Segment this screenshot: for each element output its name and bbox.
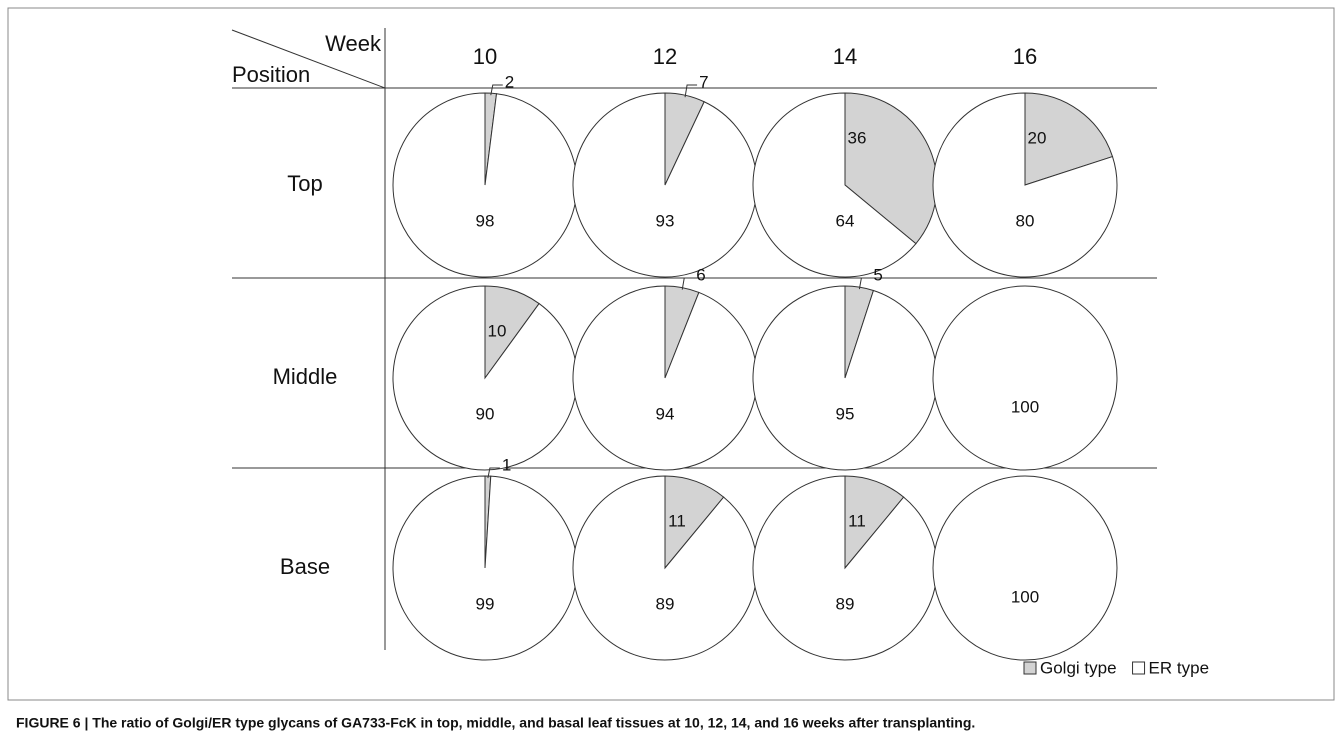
pie-slice [752,92,917,278]
pie-slice [572,285,758,471]
pie-slice [392,92,578,278]
pie-slice [932,285,1118,471]
row-label: Base [280,554,330,579]
slice-label: 10 [488,321,507,340]
slice-label: 36 [848,128,867,147]
slice-label: 89 [656,594,675,613]
column-label: 14 [833,44,857,69]
slice-label: 1 [502,455,511,474]
slice-label: 100 [1011,587,1039,606]
legend-swatch [1132,661,1146,675]
slice-label: 11 [668,511,686,530]
slice-label: 20 [1028,128,1047,147]
slice-label: 90 [476,404,495,423]
pie-slice [932,92,1118,278]
pie-slice [572,92,758,278]
slice-label: 95 [836,404,855,423]
slice-label: 7 [699,72,708,91]
pie-slice [932,475,1118,661]
slice-label: 93 [656,211,675,230]
slice-label: 11 [848,511,866,530]
slice-label: 2 [505,72,514,91]
caption: FIGURE 6 | The ratio of Golgi/ER type gl… [16,715,975,731]
pie-slice [572,475,758,661]
leader-line [858,277,872,290]
column-label: 16 [1013,44,1037,69]
figure-border [7,7,1335,701]
slice-label: 94 [656,404,675,423]
leader-line [490,84,503,96]
pie-slice [392,285,578,471]
slice-label: 80 [1016,211,1035,230]
corner-diagonal [231,29,386,89]
leader-line [487,467,500,479]
legend-swatch [1023,661,1037,675]
slice-label: 6 [696,265,705,284]
legend-label: Golgi type [1040,658,1117,677]
pie-slice [1024,92,1114,186]
pie-slice [752,285,938,471]
slice-label: 5 [873,265,882,284]
slice-label: 98 [476,211,495,230]
pie-slice [844,92,938,245]
column-title: Week [325,31,382,56]
pie-slice [392,475,578,661]
slice-label: 99 [476,594,495,613]
leader-line [681,277,695,290]
legend-label: ER type [1149,658,1209,677]
slice-label: 64 [836,211,855,230]
row-label: Middle [273,364,338,389]
row-label: Top [287,171,322,196]
row-title: Position [232,62,310,87]
leader-line [684,84,698,98]
slice-label: 89 [836,594,855,613]
column-label: 12 [653,44,677,69]
slice-label: 100 [1011,397,1039,416]
pie-slice [752,475,938,661]
column-label: 10 [473,44,497,69]
